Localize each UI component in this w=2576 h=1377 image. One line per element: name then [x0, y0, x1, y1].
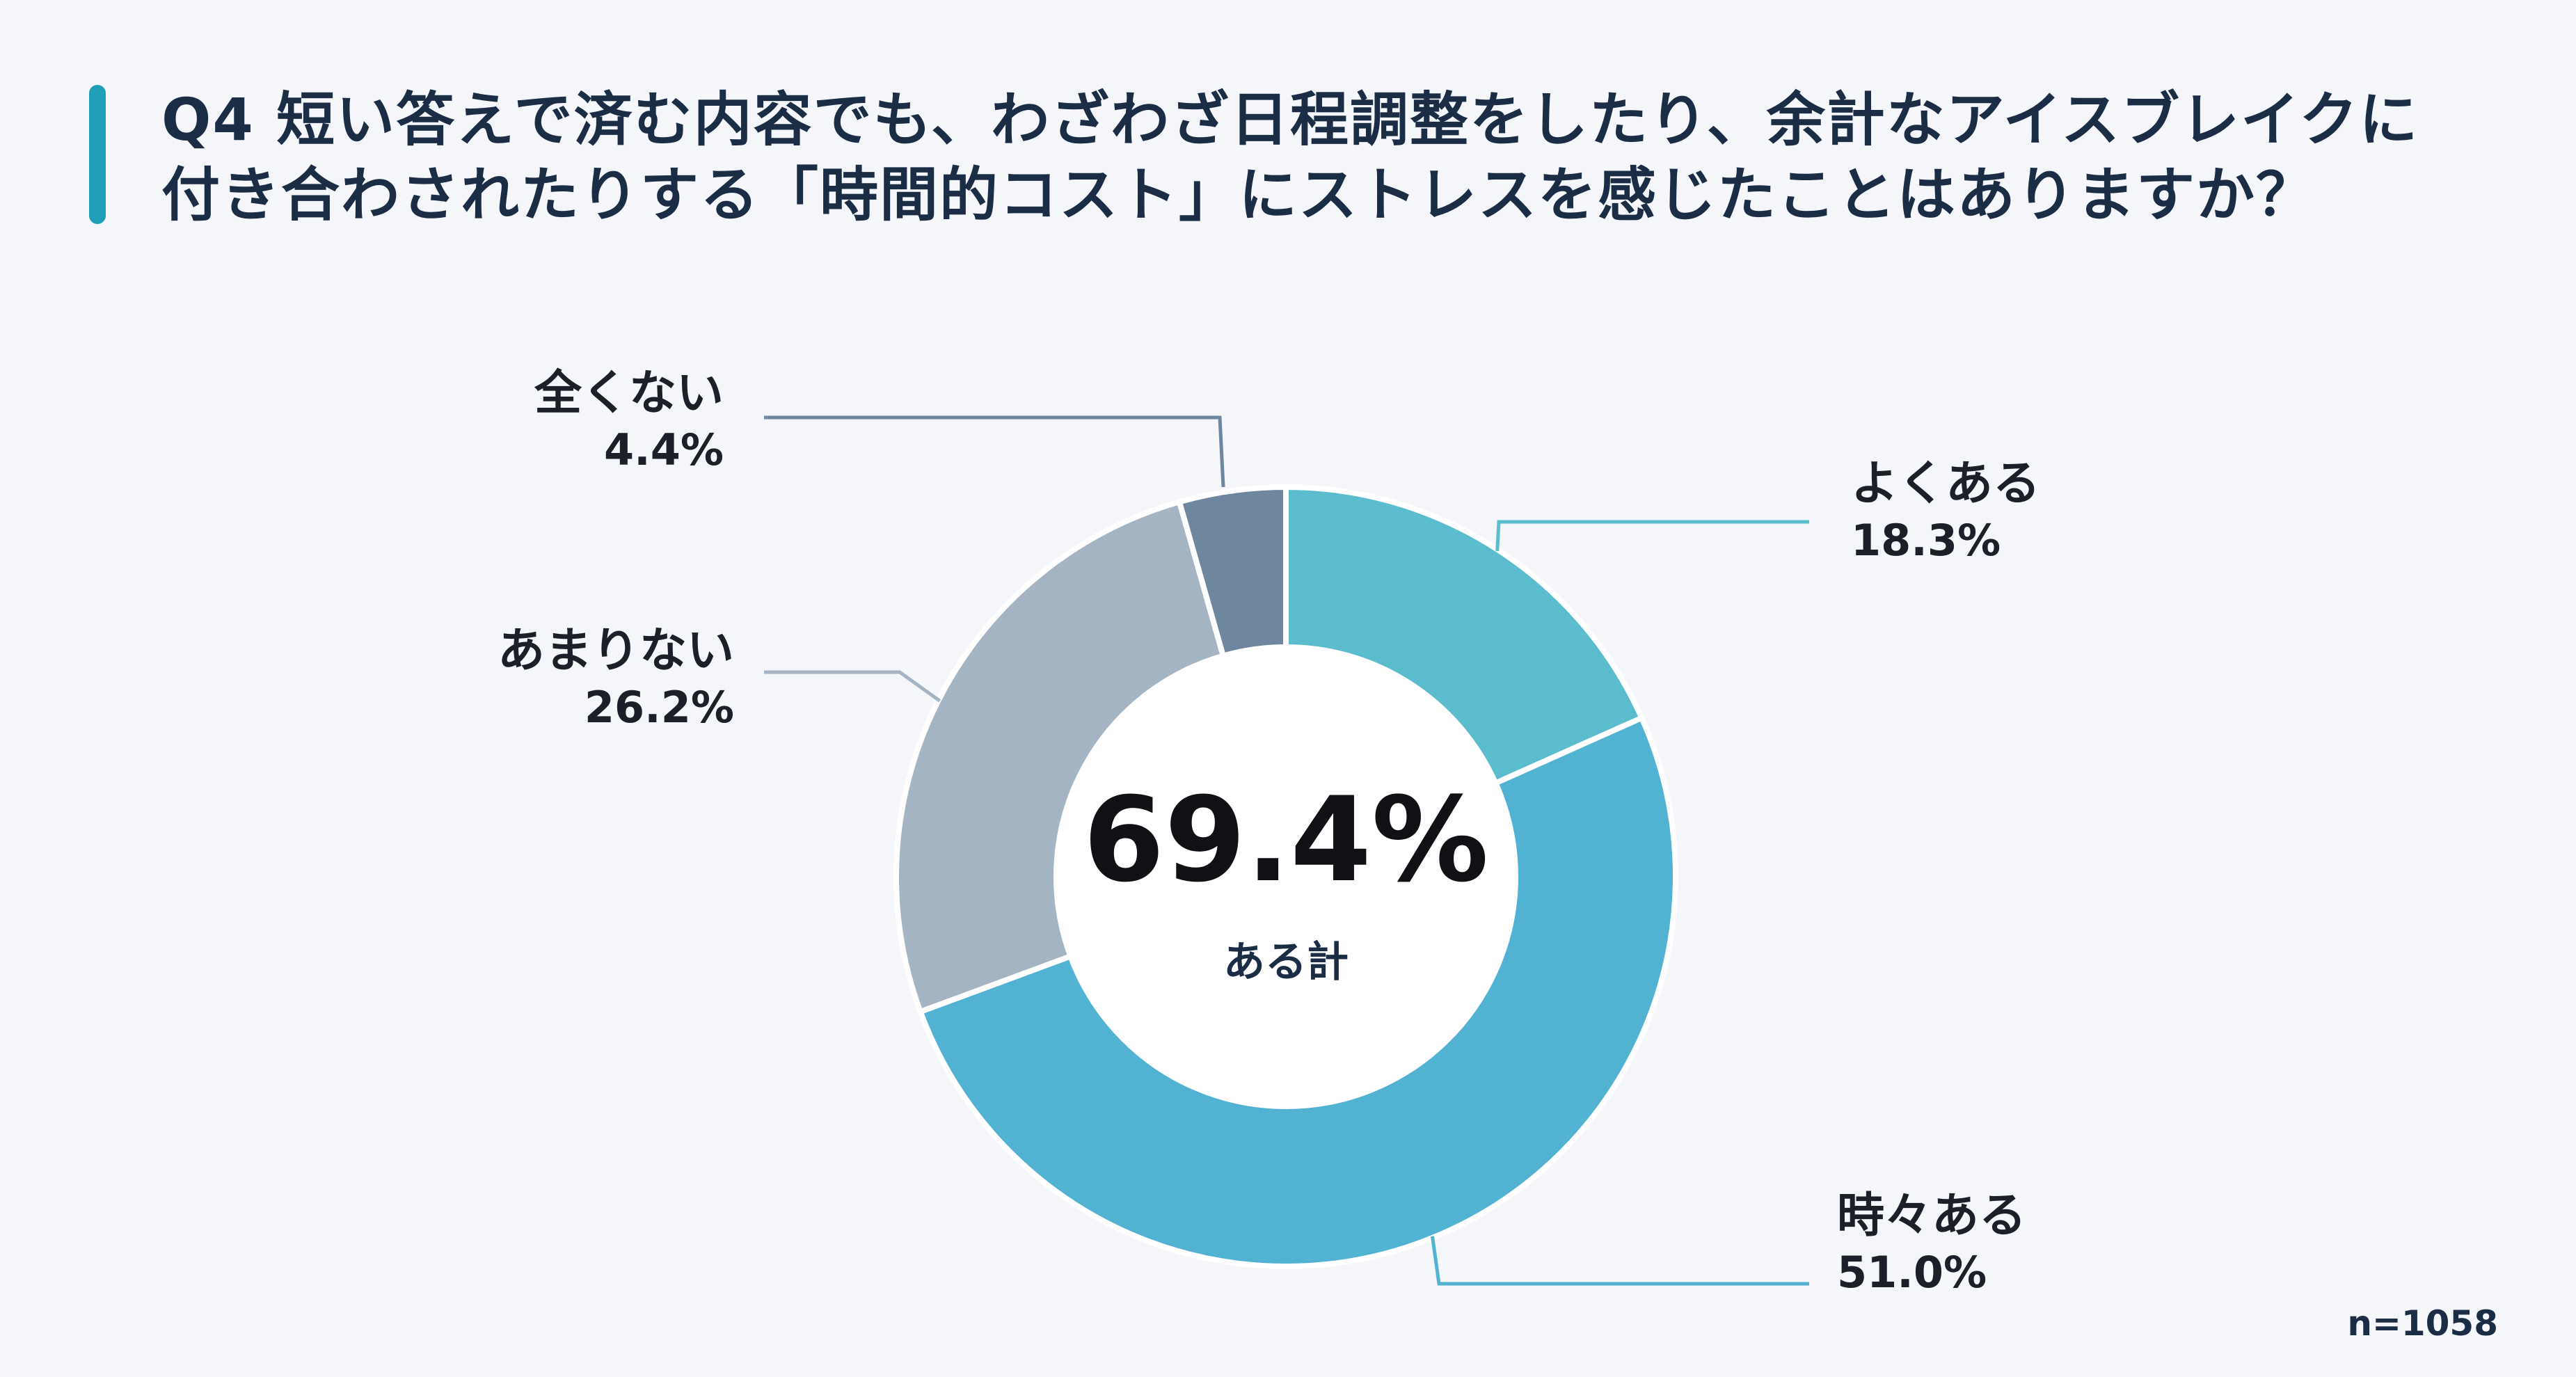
center-total-label: ある計 [1223, 938, 1349, 987]
slice-category-label-amari-nai: あまりない [498, 623, 734, 678]
donut-slices [893, 484, 1678, 1269]
slice-value-label-tokidoki-aru: 51.0% [1837, 1247, 1987, 1298]
slice-category-label-tokidoki-aru: 時々ある [1837, 1188, 2026, 1243]
leader-lines [764, 415, 1809, 1286]
leader-line-tokidoki-aru [1431, 1236, 1809, 1286]
question-title-line-2: 付き合わされたりする「時間的コスト」にストレスを感じたことはありますか？ [161, 161, 2316, 229]
slice-category-label-yokuaru: よくある [1851, 456, 2040, 511]
leader-line-amari-nai [764, 670, 941, 703]
slice-value-label-amari-nai: 26.2% [585, 682, 734, 733]
leader-line-mattaku-nai [764, 415, 1225, 488]
slice-value-label-yokuaru: 18.3% [1851, 515, 2001, 566]
slice-tokidoki-aru [916, 714, 1678, 1269]
leader-line-yokuaru [1495, 520, 1809, 552]
center-total-value: 69.4% [1083, 772, 1489, 908]
question-title-line-1: Q4 短い答えで済む内容でも、わざわざ日程調整をしたり、余計なアイスブレイクに [161, 86, 2419, 154]
slice-category-label-mattaku-nai: 全くない [534, 366, 724, 421]
question-title: Q4 短い答えで済む内容でも、わざわざ日程調整をしたり、余計なアイスブレイクに … [161, 82, 2513, 232]
donut-hole [1056, 647, 1516, 1106]
slice-value-label-mattaku-nai: 4.4% [604, 424, 724, 475]
title-accent-bar [89, 85, 106, 224]
sample-size: n=1058 [2347, 1303, 2498, 1344]
